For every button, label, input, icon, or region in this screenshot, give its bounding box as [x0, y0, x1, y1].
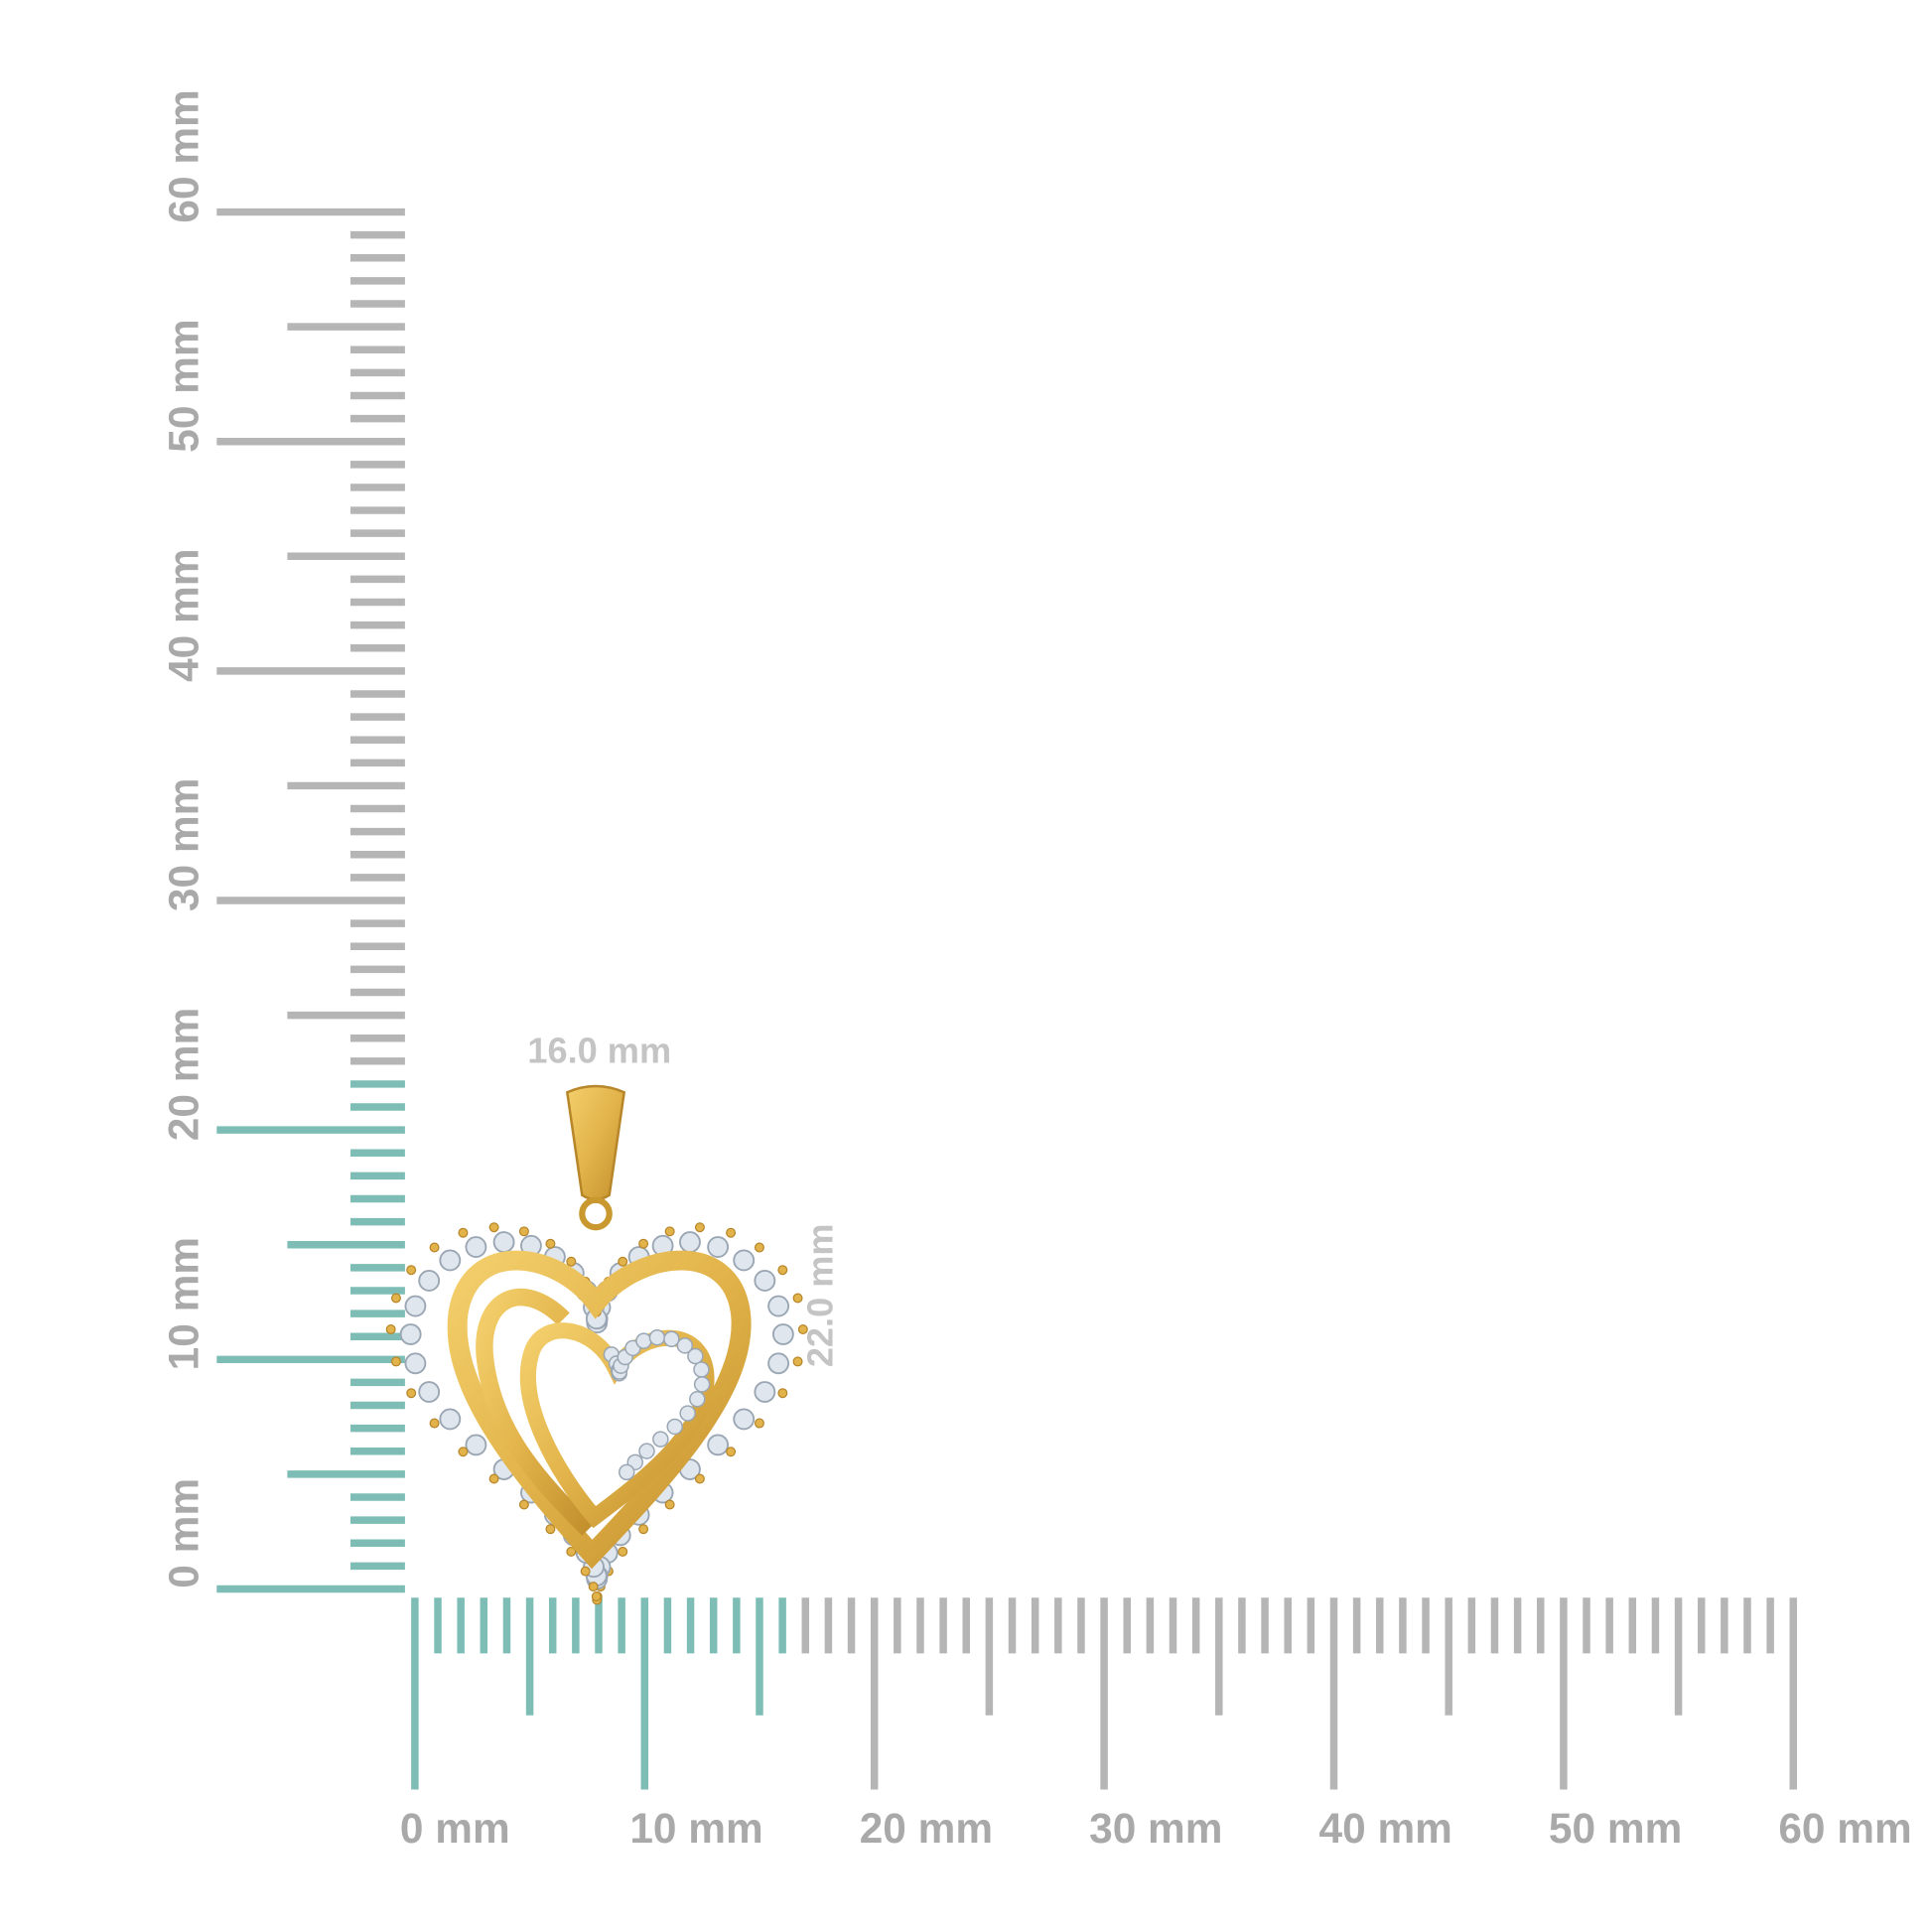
horizontal-ruler-label: 10 mm: [629, 1805, 762, 1852]
diamond-stone: [663, 1330, 680, 1348]
prong: [754, 1418, 764, 1429]
diamond-stone: [733, 1249, 756, 1272]
vertical-ruler-label: 30 mm: [161, 778, 207, 911]
prong: [390, 1356, 401, 1367]
diamond-stone: [693, 1361, 710, 1378]
vertical-ruler-label: 0 mm: [161, 1478, 207, 1588]
horizontal-ruler-label: 50 mm: [1549, 1805, 1682, 1852]
prong: [638, 1524, 649, 1535]
prong: [488, 1473, 499, 1484]
horizontal-ruler: [411, 1597, 1798, 1790]
prong: [580, 1566, 591, 1577]
vertical-ruler-label: 40 mm: [161, 549, 207, 682]
diamond-stone: [652, 1431, 669, 1448]
diamond-stone: [707, 1236, 730, 1258]
prong: [638, 1238, 649, 1249]
diamond-stone: [754, 1381, 776, 1403]
vertical-ruler-labels: 0 mm 10 mm 20 mm 30 mm 40 mm 50 mm 60 mm: [161, 89, 207, 1587]
diamond-stone: [399, 1323, 422, 1345]
prong: [694, 1473, 705, 1484]
diamond-stone: [404, 1352, 427, 1375]
prong: [458, 1227, 469, 1238]
diamond-stone: [439, 1408, 462, 1431]
prong: [385, 1324, 396, 1334]
diamond-stone: [771, 1323, 794, 1345]
diamond-stone: [619, 1463, 635, 1481]
diamond-stone: [465, 1434, 487, 1456]
vertical-ruler-label: 10 mm: [161, 1237, 207, 1370]
diamond-stone: [754, 1270, 776, 1292]
prong: [566, 1256, 577, 1267]
diamond-stone: [465, 1236, 487, 1258]
prong: [429, 1242, 440, 1253]
diamond-stone: [418, 1270, 441, 1292]
vertical-ruler-label: 60 mm: [161, 89, 207, 222]
prong: [518, 1499, 529, 1510]
diamond-stone: [693, 1376, 711, 1393]
prong: [664, 1499, 675, 1510]
horizontal-ruler-label: 0 mm: [400, 1805, 510, 1852]
heart-pendant-icon: [385, 1084, 808, 1605]
diamond-stone: [733, 1408, 756, 1431]
diamond-stone: [439, 1249, 462, 1272]
height-dimension-label: 22.0 mm: [799, 1223, 840, 1367]
diamond-stone: [767, 1295, 790, 1317]
width-dimension-label: 16.0 mm: [527, 1030, 671, 1070]
diamond-stone: [687, 1347, 704, 1365]
horizontal-ruler-label: 60 mm: [1778, 1805, 1911, 1852]
diamond-stone: [707, 1434, 730, 1456]
prong: [618, 1256, 628, 1267]
horizontal-ruler-label: 30 mm: [1089, 1805, 1222, 1852]
prong: [777, 1265, 788, 1276]
prong: [618, 1546, 628, 1557]
diamond-stone: [689, 1391, 706, 1408]
vertical-ruler-label: 50 mm: [161, 319, 207, 452]
prong: [545, 1524, 556, 1535]
prong: [429, 1418, 440, 1429]
prong: [694, 1222, 705, 1233]
diamond-stone: [676, 1337, 694, 1354]
prong: [664, 1226, 675, 1237]
prong: [777, 1388, 788, 1399]
prong: [406, 1388, 417, 1399]
prong: [390, 1293, 401, 1304]
bail: [565, 1084, 626, 1201]
diamond-stone: [679, 1405, 696, 1422]
diamond-stone: [492, 1231, 515, 1254]
diamond-stone: [648, 1329, 666, 1346]
diamond-stone: [767, 1352, 790, 1375]
prong: [726, 1227, 737, 1238]
prong: [566, 1546, 577, 1557]
prong: [792, 1356, 803, 1367]
horizontal-ruler-label: 20 mm: [860, 1805, 993, 1852]
horizontal-ruler-label: 40 mm: [1319, 1805, 1452, 1852]
prong: [488, 1222, 499, 1233]
prong: [588, 1582, 599, 1592]
diamond-stone: [679, 1231, 701, 1254]
prong: [797, 1324, 808, 1334]
diamond-stone: [666, 1418, 683, 1436]
diamond-stone: [404, 1295, 427, 1317]
prong: [726, 1447, 737, 1457]
prong: [518, 1226, 529, 1237]
prong: [545, 1238, 556, 1249]
vertical-ruler: [216, 207, 405, 1593]
prong: [792, 1293, 803, 1304]
vertical-ruler-label: 20 mm: [161, 1008, 207, 1141]
prong: [406, 1265, 417, 1276]
diamond-stone: [635, 1332, 652, 1349]
prong: [754, 1242, 764, 1253]
prong: [591, 1591, 602, 1602]
inner-stones: [603, 1329, 711, 1481]
diamond-stone: [638, 1443, 655, 1459]
prong: [458, 1447, 469, 1457]
horizontal-ruler-labels: 0 mm 10 mm 20 mm 30 mm 40 mm 50 mm 60 mm: [400, 1805, 1912, 1852]
jump-ring: [579, 1196, 613, 1231]
inner-swirl-left: [476, 1288, 595, 1536]
outer-heart-frame: [447, 1250, 752, 1570]
diamond-stone: [418, 1381, 441, 1403]
